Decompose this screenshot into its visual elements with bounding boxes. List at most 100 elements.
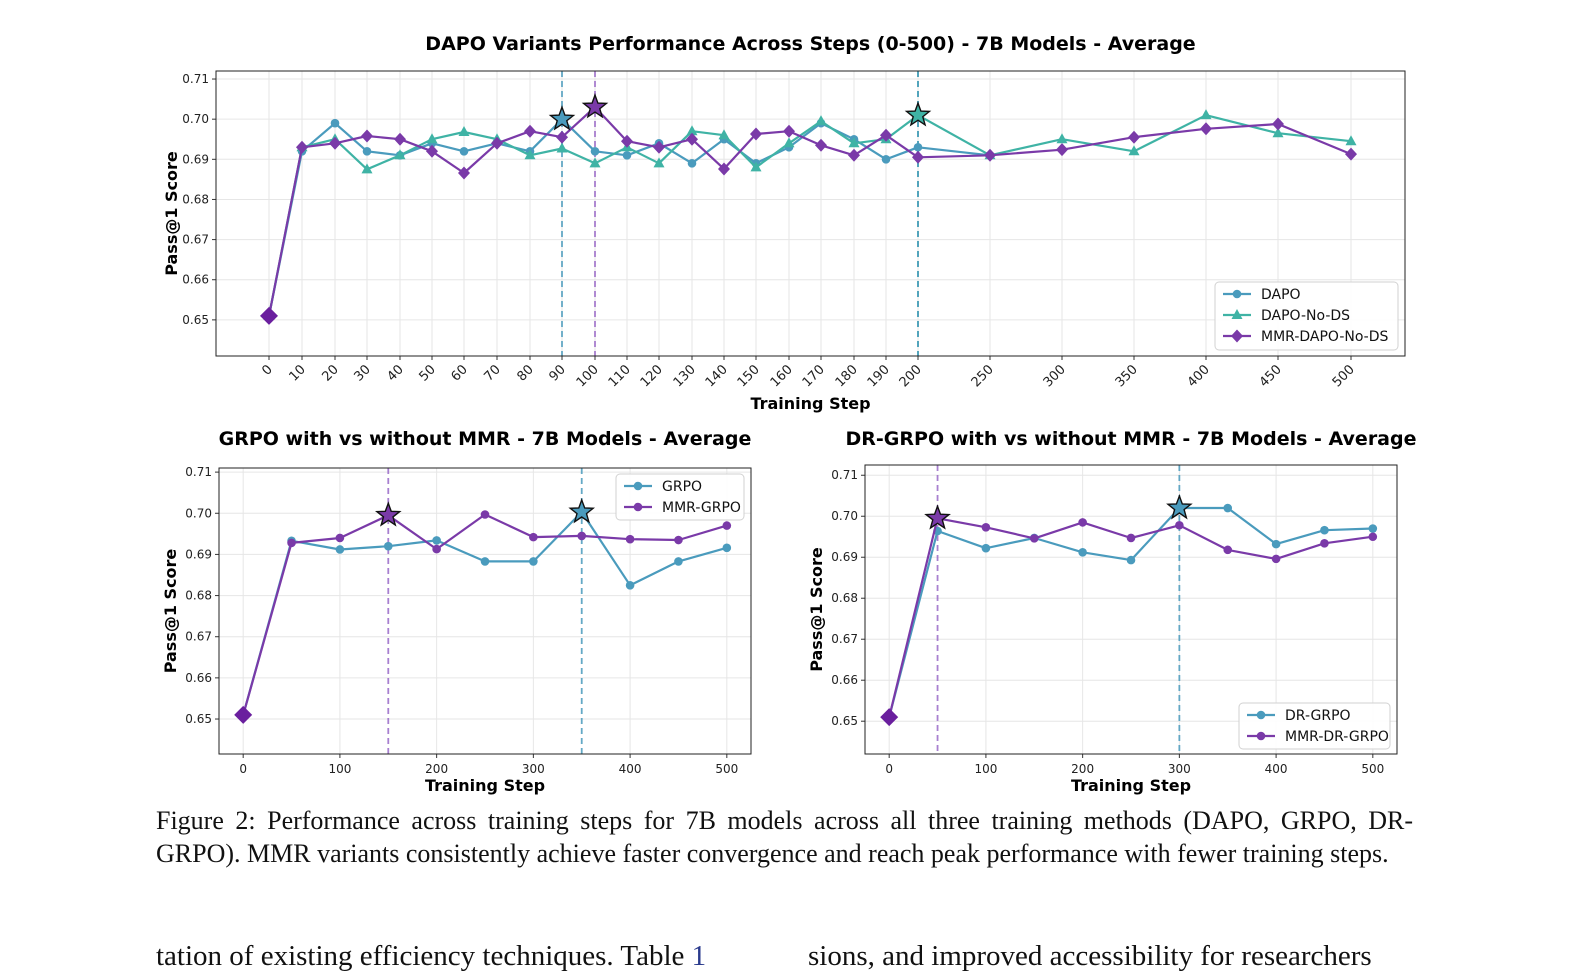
data-point: [913, 142, 923, 152]
data-point: [750, 127, 762, 141]
legend-box: [1214, 281, 1399, 351]
best-step-star: [1166, 493, 1193, 520]
data-point: [432, 544, 441, 554]
figure-caption: Figure 2: Performance across training st…: [156, 806, 1413, 868]
data-point: [480, 557, 490, 566]
data-point: [718, 129, 730, 140]
best-step-star: [568, 497, 596, 524]
legend-swatch-marker: [633, 481, 643, 491]
y-tick-label: 0.70: [185, 506, 212, 520]
legend: GRPO MMR-GRPO: [615, 473, 745, 521]
legend-entry-label: DAPO: [1261, 287, 1301, 303]
x-axis-label: Training Step: [750, 394, 870, 413]
x-tick-label: 150: [735, 362, 763, 390]
body-text-left-content: tation of existing efficiency techniques…: [156, 940, 692, 972]
data-point: [783, 137, 795, 148]
x-tick-label: 140: [703, 362, 731, 390]
data-point: [881, 155, 891, 164]
legend: DR-GRPO MMR-DR-GRPO: [1238, 702, 1391, 750]
data-point: [880, 128, 892, 142]
data-point: [1056, 143, 1068, 157]
series-line: [242, 510, 728, 716]
data-point: [625, 580, 635, 590]
plot-frame: [218, 467, 752, 755]
series-line: [888, 517, 1373, 718]
table-reference-link[interactable]: 1: [691, 940, 707, 972]
y-tick-label: 0.67: [182, 233, 209, 247]
x-tick-label: 450: [1257, 362, 1285, 390]
y-tick-label: 0.68: [831, 591, 858, 605]
y-tick-label: 0.65: [831, 714, 858, 728]
x-tick-label: 400: [1185, 362, 1213, 390]
y-tick-label: 0.70: [831, 509, 858, 523]
data-point: [589, 157, 601, 168]
data-point: [1200, 109, 1212, 120]
y-axis-label: Pass@1 Score: [807, 547, 826, 672]
data-point: [1223, 545, 1233, 555]
y-tick-label: 0.68: [182, 192, 209, 206]
data-point: [653, 140, 665, 154]
data-point: [577, 531, 587, 541]
data-point: [1175, 520, 1184, 530]
data-point: [1126, 555, 1136, 565]
body-text-left: tation of existing efficiency techniques…: [156, 940, 763, 973]
x-tick-label: 200: [1071, 762, 1094, 776]
legend-swatch-marker: [1232, 289, 1242, 299]
data-point: [529, 532, 538, 542]
legend-swatch-marker: [1231, 329, 1243, 343]
legend-entry-label: DR-GRPO: [1285, 708, 1351, 724]
chart-title: DR-GRPO with vs without MMR - 7B Models …: [846, 428, 1417, 450]
start-diamond-marker: [234, 705, 253, 724]
data-point: [458, 126, 470, 137]
data-point: [361, 163, 373, 174]
grid-lines: [865, 465, 1397, 754]
data-point: [524, 124, 536, 138]
data-point: [1200, 122, 1212, 136]
x-axis-label: Training Step: [425, 776, 545, 795]
data-point: [815, 115, 827, 126]
data-point: [432, 536, 441, 545]
y-tick-label: 0.66: [831, 673, 858, 687]
data-point: [383, 541, 393, 551]
data-point: [459, 146, 469, 156]
data-point: [981, 543, 991, 553]
data-point: [426, 133, 438, 144]
plot-frame: [215, 70, 1406, 357]
x-tick-label: 160: [768, 362, 796, 390]
legend-swatch-marker: [1256, 731, 1266, 741]
data-point: [1126, 533, 1136, 543]
x-tick-label: 300: [1168, 762, 1191, 776]
data-point: [1029, 534, 1039, 543]
y-tick-label: 0.67: [185, 630, 212, 644]
data-point: [330, 118, 340, 128]
start-diamond-marker: [260, 306, 278, 325]
x-tick-label: 500: [715, 762, 738, 776]
data-point: [335, 533, 345, 543]
grid-lines: [216, 71, 1405, 356]
x-tick-label: 20: [320, 362, 342, 384]
x-tick-label: 400: [619, 762, 642, 776]
data-point: [524, 149, 536, 160]
data-point: [674, 557, 683, 566]
data-point: [1272, 117, 1284, 131]
y-tick-label: 0.71: [831, 468, 858, 482]
data-point: [394, 132, 406, 146]
x-tick-label: 350: [1113, 362, 1141, 390]
y-tick-label: 0.71: [185, 465, 212, 479]
x-tick-label: 60: [449, 362, 471, 384]
legend-entry-label: DAPO-No-DS: [1261, 308, 1350, 324]
x-tick-label: 190: [865, 362, 893, 390]
best-step-star: [548, 105, 576, 131]
legend-entry-label: MMR-GRPO: [662, 500, 741, 516]
data-point: [722, 521, 732, 530]
x-tick-label: 100: [328, 762, 351, 776]
data-point: [1320, 538, 1329, 548]
data-point: [491, 136, 503, 150]
figure-charts: DAPO Variants Performance Across Steps (…: [161, 33, 1417, 795]
x-tick-label: 400: [1265, 762, 1288, 776]
data-point: [848, 137, 860, 148]
body-text-right: sions, and improved accessibility for re…: [808, 940, 1372, 972]
data-point: [621, 134, 633, 148]
data-point: [1368, 532, 1378, 542]
data-point: [287, 538, 296, 548]
